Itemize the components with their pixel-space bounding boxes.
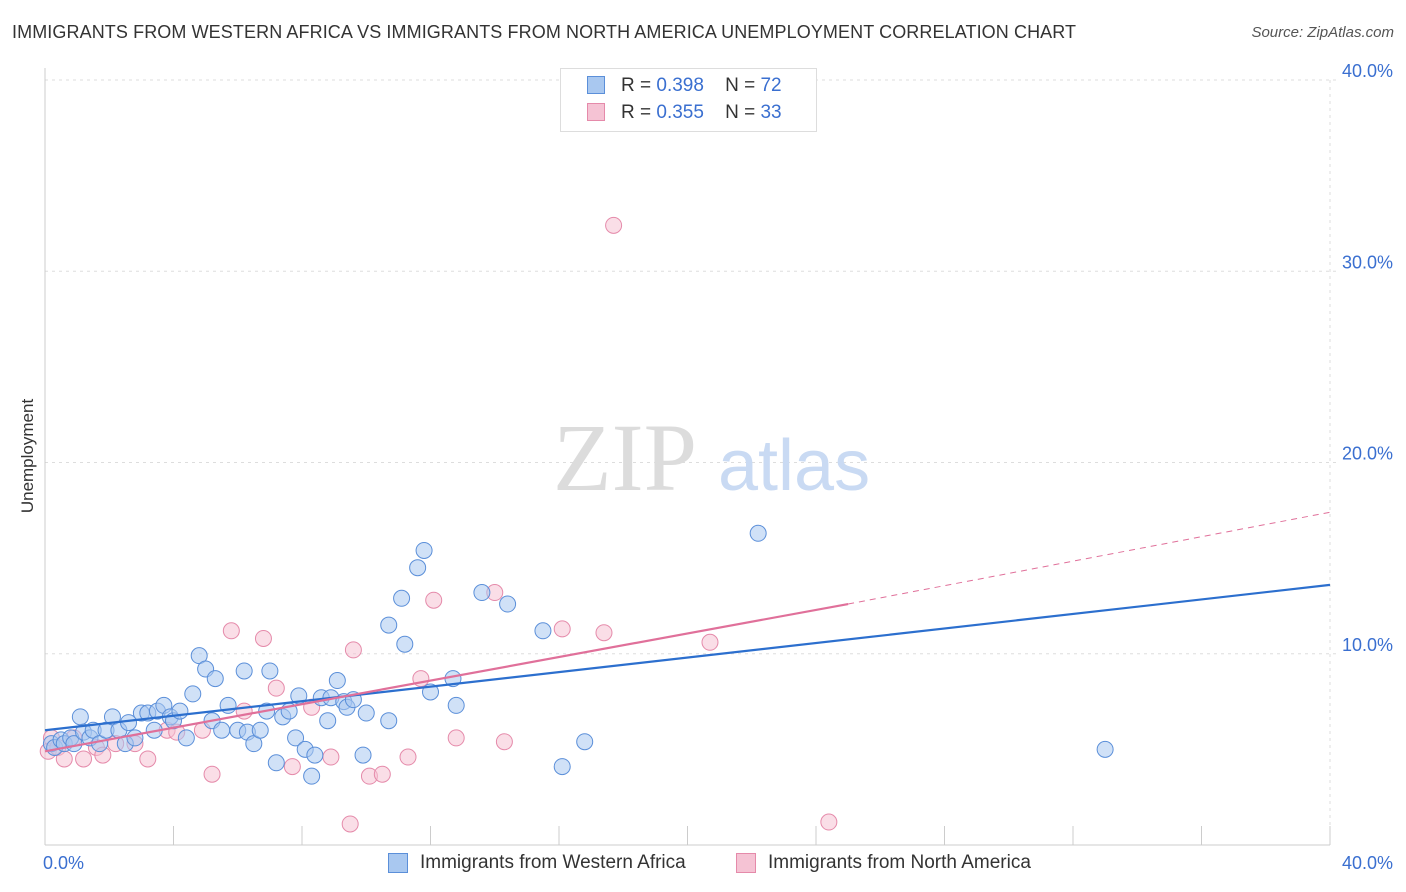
legend-swatch-western-africa [587,76,605,94]
data-point-north-america [341,815,359,833]
data-point-north-america [203,765,221,783]
bottom-legend-label-north-america: Immigrants from North America [768,852,1031,873]
trendlines [44,511,1331,753]
legend-r-value-western-africa: 0.398 [656,75,704,96]
data-point-western-africa [303,767,321,785]
data-point-western-africa [213,721,231,739]
data-point-western-africa [380,616,398,634]
watermark-zip: ZIP [553,404,697,511]
data-point-western-africa [126,729,144,747]
data-point-western-africa [396,635,414,653]
data-point-western-africa [393,589,411,607]
legend-r-value-north-america: 0.355 [656,102,704,123]
data-point-western-africa [447,696,465,714]
data-point-western-africa [328,672,346,690]
data-point-western-africa [267,754,285,772]
bottom-legend-label-western-africa: Immigrants from Western Africa [420,852,686,873]
x-tick-label: 40.0% [1342,853,1393,873]
data-point-north-america [447,729,465,747]
watermark: ZIP atlas [553,404,870,511]
data-point-western-africa [319,712,337,730]
legend-n-value-western-africa: 72 [760,75,782,96]
data-point-north-america [254,629,272,647]
data-point-western-africa [177,729,195,747]
data-point-north-america [75,750,93,768]
trendline-north-america-extension [848,511,1331,605]
chart-title: IMMIGRANTS FROM WESTERN AFRICA VS IMMIGR… [12,22,1077,42]
data-point-north-america [595,624,613,642]
trendline-western-africa [44,583,1331,732]
series-western-africa-points [42,524,1114,785]
data-point-western-africa [261,662,279,680]
axes [44,68,1331,846]
data-point-north-america [701,633,719,651]
data-point-western-africa [287,729,305,747]
data-point-western-africa [184,685,202,703]
data-point-western-africa [749,524,767,542]
chart-source: Source: ZipAtlas.com [1251,24,1394,41]
data-point-north-america [399,748,417,766]
data-point-north-america [322,748,340,766]
data-point-north-america [283,758,301,776]
watermark-atlas: atlas [718,426,870,506]
grid-lines [45,79,1340,845]
y-tick-label: 30.0% [1342,252,1393,272]
legend-n-value-north-america: 33 [760,102,782,123]
data-point-western-africa [380,712,398,730]
y-tick-label: 40.0% [1342,61,1393,81]
bottom-legend-swatch-western-africa [388,853,408,873]
series-north-america-points [39,216,838,833]
data-point-north-america [495,733,513,751]
data-point-western-africa [409,559,427,577]
data-point-western-africa [473,584,491,602]
data-point-north-america [344,641,362,659]
legend-r-label: R = [621,102,652,123]
data-point-western-africa [251,721,269,739]
data-point-western-africa [354,746,372,764]
legend: R = 0.398 N = 72 R = 0.355 N = 33 [560,68,817,132]
data-point-western-africa [71,708,89,726]
data-point-western-africa [306,746,324,764]
data-point-north-america [222,622,240,640]
data-point-north-america [139,750,157,768]
data-point-western-africa [534,622,552,640]
data-point-north-america [425,591,443,609]
data-point-western-africa [357,704,375,722]
data-point-western-africa [576,733,594,751]
y-tick-label: 20.0% [1342,444,1393,464]
data-point-north-america [373,765,391,783]
data-point-western-africa [206,670,224,688]
data-point-north-america [267,679,285,697]
data-point-north-america [553,620,571,638]
data-point-western-africa [415,541,433,559]
x-tick-label: 0.0% [43,853,84,873]
data-point-western-africa [499,595,517,613]
data-point-western-africa [553,758,571,776]
legend-r-label: R = [621,75,652,96]
data-point-north-america [820,813,838,831]
data-point-western-africa [235,662,253,680]
axis-ticks: 10.0% 20.0% 30.0% 40.0% 0.0% 40.0% [43,61,1393,873]
legend-n-label: N = [725,102,756,123]
y-tick-label: 10.0% [1342,635,1393,655]
legend-swatch-north-america [587,103,605,121]
trendline-north-america [44,602,849,753]
legend-n-label: N = [725,75,756,96]
data-point-western-africa [1096,740,1114,758]
data-point-north-america [605,216,623,234]
y-axis-label: Unemployment [18,398,37,514]
bottom-legend-swatch-north-america [736,853,756,873]
